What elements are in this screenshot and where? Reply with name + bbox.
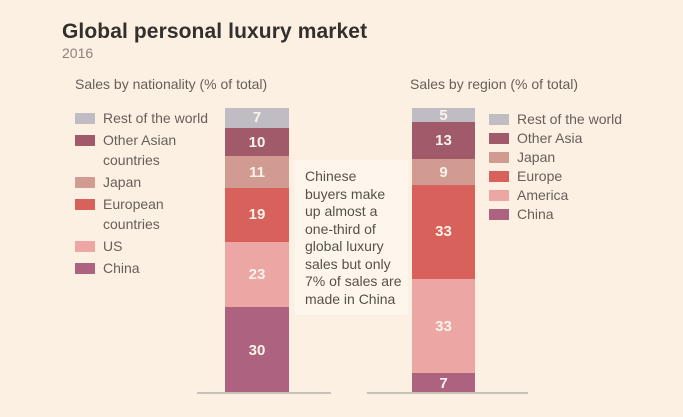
segment-value-label: 13 (435, 132, 452, 150)
legend-item-china: China (75, 258, 215, 278)
segment-value-label: 19 (248, 206, 266, 224)
segment-value-label: 7 (439, 374, 448, 392)
legend-label: Other Asian countries (103, 132, 177, 168)
bar-segment-us: 23 (225, 241, 289, 308)
legend-swatch (75, 263, 95, 274)
legend-item-other-asia: Other Asia (489, 129, 622, 148)
legend-region: Rest of the world Other Asia Japan Europ… (489, 110, 622, 224)
legend-label: Rest of the world (103, 110, 209, 126)
legend-item-other-asian-countries: Other Asian countries (75, 130, 215, 170)
legend-item-japan: Japan (489, 148, 622, 167)
legend-label: China (103, 260, 140, 276)
bar-segment-other-asian-countries: 10 (225, 127, 289, 157)
legend-item-america: America (489, 186, 622, 205)
legend-label: US (103, 238, 123, 254)
segment-value-label: 10 (248, 133, 266, 151)
legend-item-rest-of-world: Rest of the world (489, 110, 622, 129)
legend-label: Japan (517, 149, 556, 165)
segment-value-label: 30 (248, 341, 266, 359)
legend-item-rest-of-world: Rest of the world (75, 108, 215, 128)
segment-value-label: 11 (249, 163, 265, 181)
segment-value-label: 7 (252, 109, 262, 127)
stacked-bar-nationality: 7 10 11 19 23 30 (225, 108, 289, 393)
axis-baseline-region (367, 392, 528, 394)
segment-value-label: 9 (439, 163, 448, 181)
bar-segment-europe: 33 (412, 184, 475, 279)
axis-baseline-nationality (197, 392, 331, 394)
legend-swatch (75, 135, 95, 146)
legend-label: Rest of the world (517, 111, 623, 127)
legend-label: European countries (103, 196, 164, 232)
legend-item-china: China (489, 205, 622, 224)
segment-value-label: 23 (248, 266, 266, 284)
legend-swatch (75, 199, 95, 210)
annotation-text: Chinese buyers make up almost a one-thir… (305, 168, 402, 307)
bar-segment-rest-of-world: 5 (412, 106, 475, 124)
chart-title-nationality: Sales by nationality (% of total) (75, 76, 268, 92)
legend-swatch (75, 241, 95, 252)
legend-item-europe: Europe (489, 167, 622, 186)
legend-swatch (489, 209, 509, 220)
segment-value-label: 33 (435, 317, 452, 335)
legend-swatch (75, 177, 95, 188)
segment-value-label: 5 (439, 106, 448, 124)
legend-item-european-countries: European countries (75, 194, 215, 234)
bar-segment-japan: 9 (412, 159, 475, 185)
legend-item-japan: Japan (75, 172, 215, 192)
page-subtitle: 2016 (62, 45, 94, 61)
legend-label: Japan (103, 174, 142, 190)
bar-segment-china: 7 (412, 373, 475, 393)
bar-segment-japan: 11 (225, 156, 289, 188)
segment-value-label: 33 (435, 223, 452, 241)
page-title: Global personal luxury market (62, 20, 368, 43)
legend-swatch (489, 171, 509, 182)
legend-swatch (489, 190, 509, 201)
annotation-callout: Chinese buyers make up almost a one-thir… (295, 160, 408, 315)
bar-segment-european-countries: 19 (225, 187, 289, 242)
legend-nationality: Rest of the world Other Asian countries … (75, 108, 215, 280)
chart-title-region: Sales by region (% of total) (410, 76, 579, 92)
bar-segment-america: 33 (412, 278, 475, 374)
bar-segment-rest-of-world: 7 (225, 108, 289, 128)
legend-swatch (75, 113, 95, 124)
legend-swatch (489, 114, 509, 125)
stacked-bar-region: 5 13 9 33 33 7 (412, 108, 475, 393)
legend-label: America (517, 187, 569, 203)
legend-swatch (489, 133, 509, 144)
legend-label: China (517, 206, 554, 222)
legend-label: Other Asia (517, 130, 583, 146)
legend-label: Europe (517, 168, 563, 184)
bar-segment-other-asia: 13 (412, 122, 475, 160)
bar-segment-china: 30 (225, 307, 289, 393)
legend-swatch (489, 152, 509, 163)
legend-item-us: US (75, 236, 215, 256)
